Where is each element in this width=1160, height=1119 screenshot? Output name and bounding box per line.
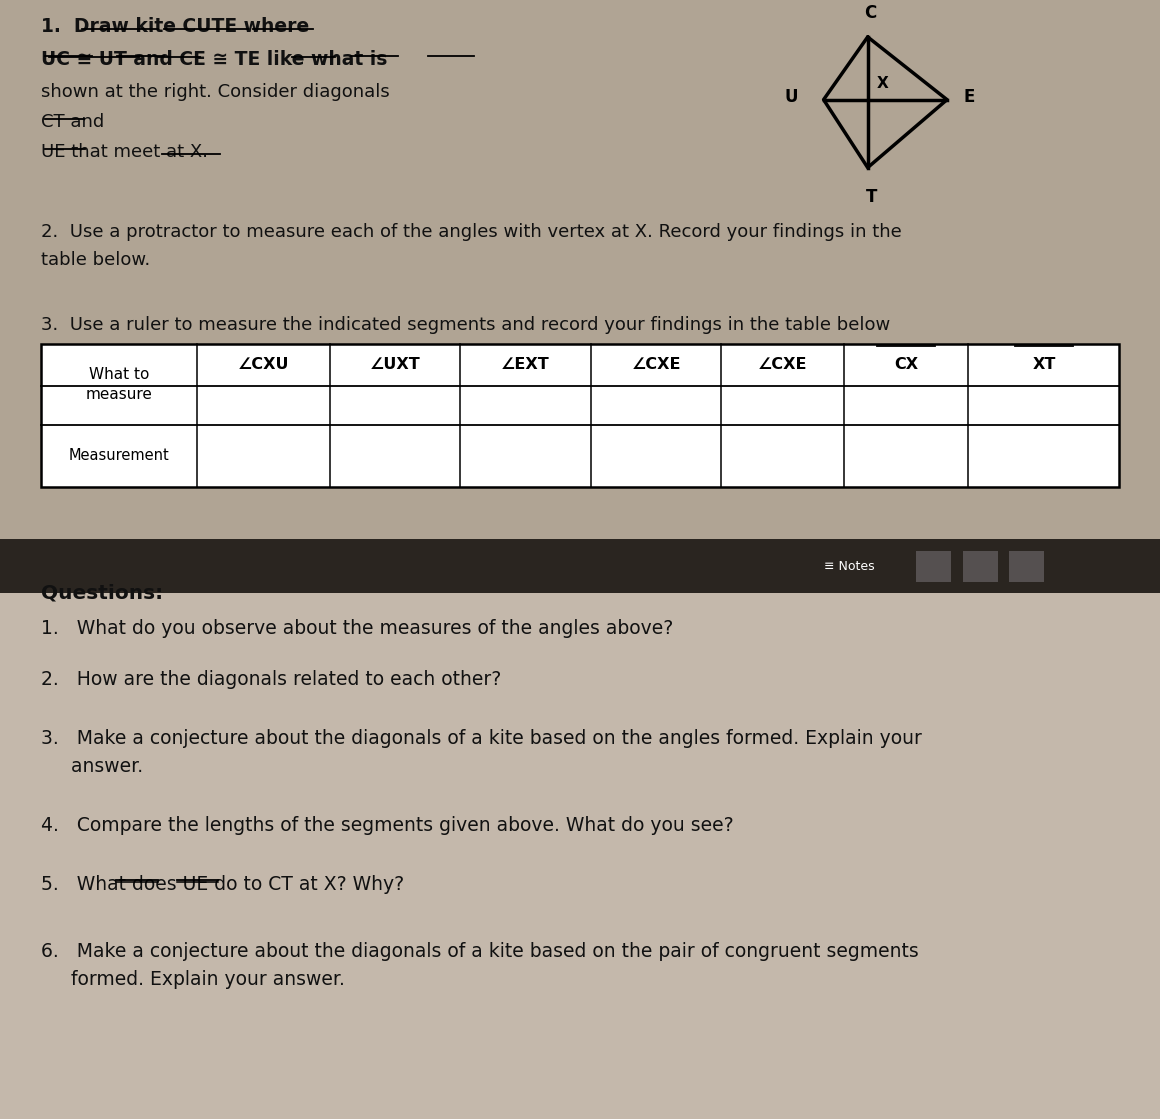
Text: 2.   How are the diagonals related to each other?: 2. How are the diagonals related to each… xyxy=(41,670,501,688)
Text: shown at the right. Consider diagonals: shown at the right. Consider diagonals xyxy=(41,83,390,101)
Text: What to
measure: What to measure xyxy=(86,367,152,402)
Text: T: T xyxy=(865,188,877,206)
Text: Questions:: Questions: xyxy=(41,584,162,602)
Bar xyxy=(0,0,1160,539)
Text: 6.   Make a conjecture about the diagonals of a kite based on the pair of congru: 6. Make a conjecture about the diagonals… xyxy=(41,942,919,960)
Text: E: E xyxy=(963,88,974,106)
Text: U: U xyxy=(784,88,798,106)
Text: ∠CXE: ∠CXE xyxy=(631,357,681,373)
Text: UC ≅ UT and CE ≅ TE like what is: UC ≅ UT and CE ≅ TE like what is xyxy=(41,50,387,68)
Text: ∠UXT: ∠UXT xyxy=(370,357,420,373)
Text: 4.   Compare the lengths of the segments given above. What do you see?: 4. Compare the lengths of the segments g… xyxy=(41,817,733,835)
Text: 1.  Draw kite CUTE where: 1. Draw kite CUTE where xyxy=(41,18,309,36)
Text: Measurement: Measurement xyxy=(68,449,169,463)
Bar xyxy=(1009,551,1044,582)
Text: 3.   Make a conjecture about the diagonals of a kite based on the angles formed.: 3. Make a conjecture about the diagonals… xyxy=(41,730,921,747)
Bar xyxy=(41,344,1119,487)
Text: 2.  Use a protractor to measure each of the angles with vertex at X. Record your: 2. Use a protractor to measure each of t… xyxy=(41,223,901,241)
Text: ∠CXU: ∠CXU xyxy=(238,357,289,373)
Text: ≡ Notes: ≡ Notes xyxy=(824,560,875,573)
Text: X: X xyxy=(877,76,889,91)
Bar xyxy=(0,539,1160,593)
Text: CT and: CT and xyxy=(41,113,104,131)
Text: 1.   What do you observe about the measures of the angles above?: 1. What do you observe about the measure… xyxy=(41,620,673,638)
Bar xyxy=(41,344,1119,487)
Text: ∠CXE: ∠CXE xyxy=(759,357,807,373)
Text: ∠EXT: ∠EXT xyxy=(501,357,550,373)
Text: 3.  Use a ruler to measure the indicated segments and record your findings in th: 3. Use a ruler to measure the indicated … xyxy=(41,316,890,333)
Text: 5.   What does UE do to CT at X? Why?: 5. What does UE do to CT at X? Why? xyxy=(41,875,404,893)
Text: CX: CX xyxy=(894,357,919,373)
Text: C: C xyxy=(864,4,876,22)
Text: table below.: table below. xyxy=(41,251,150,269)
Text: UE that meet at X.: UE that meet at X. xyxy=(41,143,208,161)
Bar xyxy=(963,551,998,582)
Text: answer.: answer. xyxy=(41,758,143,775)
Text: XT: XT xyxy=(1032,357,1056,373)
Bar xyxy=(0,593,1160,1119)
Bar xyxy=(916,551,951,582)
Text: formed. Explain your answer.: formed. Explain your answer. xyxy=(41,970,345,988)
